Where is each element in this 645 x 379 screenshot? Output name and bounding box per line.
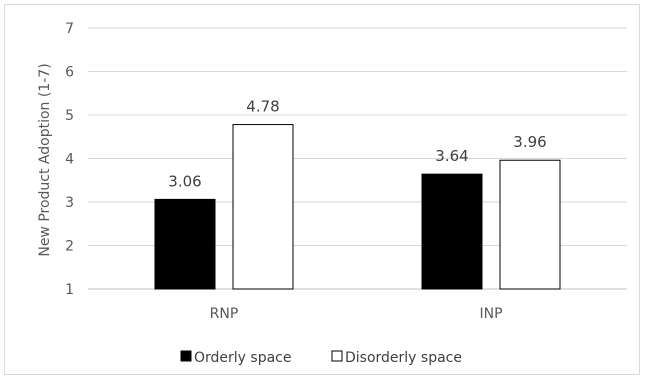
data-labels: 3.06 4.78 3.64 3.96 — [168, 98, 546, 191]
y-tick-label: 6 — [65, 65, 74, 81]
bar-disorderly-space-inp — [499, 159, 561, 290]
bars — [154, 124, 561, 290]
category-labels: RNP INP — [210, 306, 503, 322]
legend-label-orderly-space: Orderly space — [194, 350, 291, 366]
bar-disorderly-space-rnp — [232, 124, 294, 290]
y-tick-labels: 1 2 3 4 5 6 7 — [65, 21, 74, 298]
legend: Orderly space Disorderly space — [180, 350, 462, 366]
bar-orderly-space-inp — [421, 173, 483, 290]
data-label: 3.64 — [435, 147, 468, 165]
y-tick-label: 2 — [65, 239, 74, 255]
y-tick-label: 7 — [65, 21, 74, 37]
data-label: 3.06 — [168, 172, 201, 190]
legend-label-disorderly-space: Disorderly space — [345, 350, 462, 366]
category-label-inp: INP — [479, 306, 502, 322]
y-axis-label: New Product Adoption (1-7) — [37, 63, 53, 256]
legend-swatch-disorderly-space — [331, 350, 343, 362]
legend-swatch-orderly-space — [180, 350, 192, 362]
y-tick-label: 5 — [65, 108, 74, 124]
y-tick-label: 3 — [65, 195, 74, 211]
y-tick-label: 1 — [65, 282, 74, 298]
category-label-rnp: RNP — [210, 306, 239, 322]
y-tick-label: 4 — [65, 152, 74, 168]
data-label: 3.96 — [513, 133, 546, 151]
data-label: 4.78 — [246, 98, 279, 116]
bar-orderly-space-rnp — [154, 198, 216, 290]
